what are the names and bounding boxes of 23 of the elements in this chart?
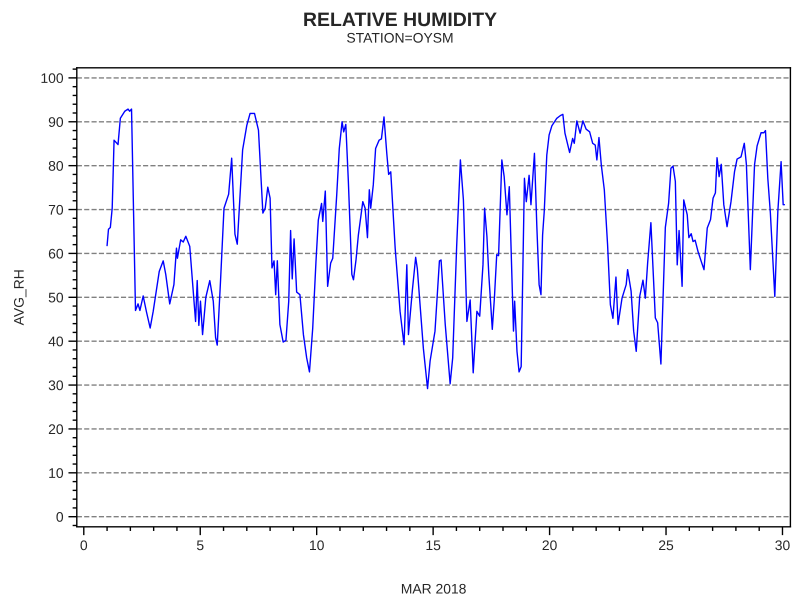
x-tick-label: 30 bbox=[775, 540, 790, 550]
chart-subtitle: STATION=OYSM bbox=[347, 32, 452, 43]
y-tick-label: 50 bbox=[48, 292, 64, 302]
y-tick-label: 20 bbox=[48, 424, 64, 434]
x-tick-label: 25 bbox=[659, 540, 674, 550]
y-tick-label: 90 bbox=[48, 117, 64, 127]
x-tick-label: 20 bbox=[542, 540, 557, 550]
x-tick-label: 15 bbox=[426, 540, 440, 550]
y-tick-label: 10 bbox=[49, 468, 64, 478]
y-tick-label: 40 bbox=[48, 336, 64, 346]
y-tick-label: 70 bbox=[48, 204, 64, 215]
x-tick-label: 0 bbox=[80, 540, 88, 550]
line-series bbox=[106, 108, 786, 390]
x-tick-label: 5 bbox=[196, 540, 204, 550]
y-tick-label: 100 bbox=[41, 73, 64, 84]
y-tick-label: 0 bbox=[56, 512, 64, 522]
y-tick-label: 30 bbox=[48, 380, 64, 390]
chart-title: RELATIVE HUMIDITY bbox=[304, 12, 497, 26]
y-axis-title: AVG_RH bbox=[14, 270, 26, 326]
y-tick-label: 60 bbox=[48, 248, 64, 259]
y-tick-label: 80 bbox=[48, 160, 64, 171]
x-axis-title: MAR 2018 bbox=[402, 584, 466, 594]
x-tick-label: 10 bbox=[310, 540, 324, 550]
